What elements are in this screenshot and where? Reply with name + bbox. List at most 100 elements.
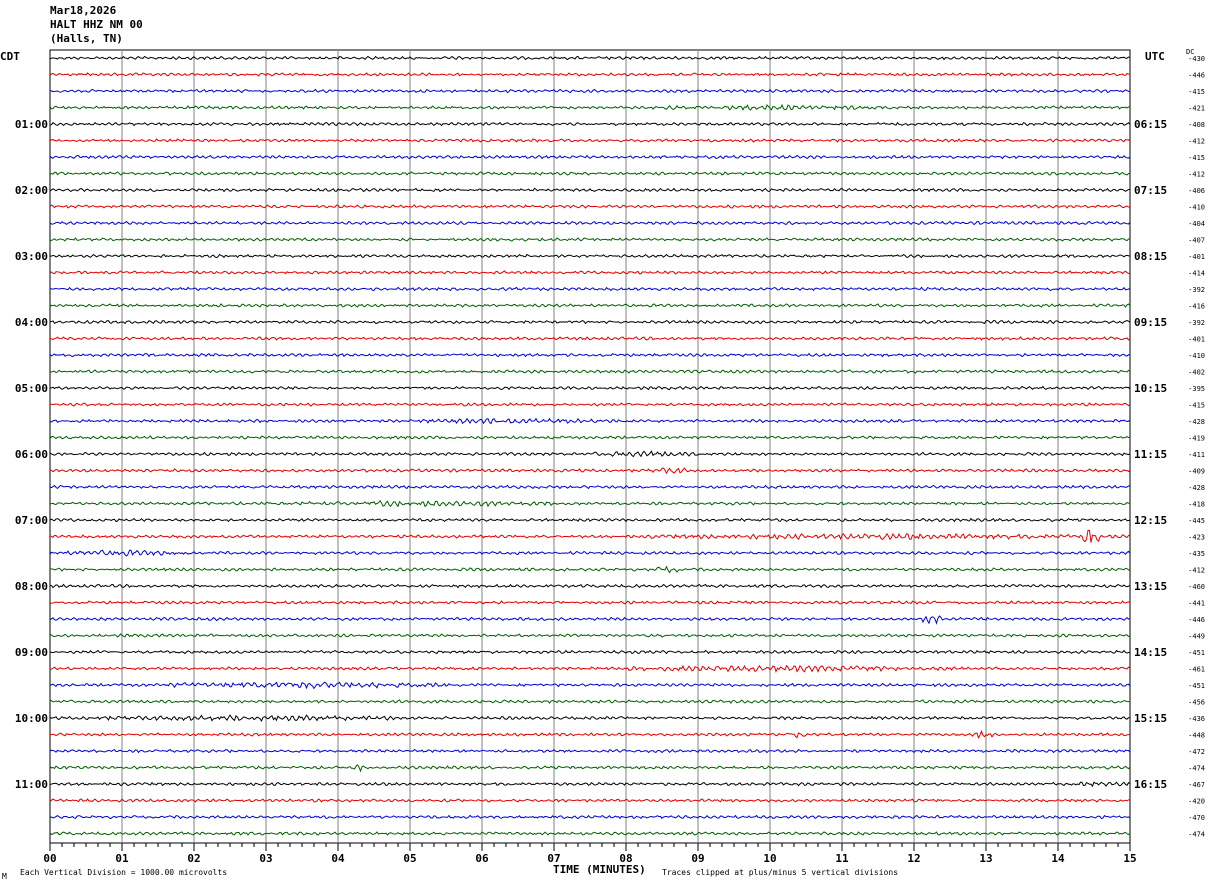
dc-offset-label: -428 bbox=[1188, 484, 1205, 492]
dc-offset-label: -451 bbox=[1188, 682, 1205, 690]
trace-line bbox=[49, 529, 1131, 543]
trace-line bbox=[49, 385, 1131, 391]
right-time-label: 10:15 bbox=[1134, 382, 1167, 395]
x-tick-label: 13 bbox=[979, 852, 992, 865]
x-tick-label: 15 bbox=[1123, 852, 1136, 865]
dc-offset-label: -407 bbox=[1188, 237, 1205, 245]
dc-offset-label: -392 bbox=[1188, 286, 1205, 294]
trace-line bbox=[49, 831, 1131, 836]
right-time-label: 13:15 bbox=[1134, 580, 1167, 593]
trace-line bbox=[49, 72, 1131, 77]
left-time-label: 04:00 bbox=[15, 316, 48, 329]
trace-line bbox=[49, 303, 1131, 308]
dc-offset-label: -404 bbox=[1188, 220, 1205, 228]
header-date: Mar18,2026 bbox=[50, 4, 117, 17]
dc-offset-label: -412 bbox=[1188, 138, 1205, 146]
left-zone-label: CDT bbox=[0, 50, 20, 63]
trace-line bbox=[49, 549, 1131, 557]
trace-line bbox=[49, 729, 1131, 739]
trace-line bbox=[49, 369, 1131, 374]
trace-line bbox=[49, 237, 1131, 242]
trace-line bbox=[49, 517, 1131, 523]
dc-offset-label: -460 bbox=[1188, 583, 1205, 591]
dc-offset-label: -470 bbox=[1188, 814, 1205, 822]
x-tick-label: 06 bbox=[475, 852, 489, 865]
trace-line bbox=[49, 649, 1131, 655]
left-time-label: 06:00 bbox=[15, 448, 48, 461]
trace-line bbox=[49, 138, 1131, 143]
trace-line bbox=[49, 352, 1131, 358]
right-time-label: 16:15 bbox=[1134, 778, 1167, 791]
dc-offset-label: -472 bbox=[1188, 748, 1205, 756]
left-time-label: 08:00 bbox=[15, 580, 48, 593]
right-zone-label: UTC bbox=[1145, 50, 1165, 63]
dc-offset-label: -419 bbox=[1188, 435, 1205, 443]
dc-offset-label: -409 bbox=[1188, 468, 1205, 476]
trace-line bbox=[49, 499, 1131, 508]
dc-offset-label: -392 bbox=[1188, 319, 1205, 327]
dc-offset-label: -410 bbox=[1188, 204, 1205, 212]
dc-offset-label: -420 bbox=[1188, 798, 1205, 806]
dc-offset-label: -416 bbox=[1188, 303, 1205, 311]
dc-offset-label: -446 bbox=[1188, 616, 1205, 624]
trace-line bbox=[49, 402, 1131, 407]
dc-offset-label: -410 bbox=[1188, 352, 1205, 360]
trace-line bbox=[49, 798, 1131, 803]
dc-offset-label: -428 bbox=[1188, 418, 1205, 426]
trace-line bbox=[49, 565, 1131, 574]
right-time-label: 12:15 bbox=[1134, 514, 1167, 527]
right-time-label: 14:15 bbox=[1134, 646, 1167, 659]
x-tick-label: 00 bbox=[43, 852, 56, 865]
trace-line bbox=[49, 781, 1131, 788]
dc-offset-label: -436 bbox=[1188, 715, 1205, 723]
x-tick-label: 08 bbox=[619, 852, 632, 865]
trace-line bbox=[49, 103, 1131, 111]
x-tick-label: 12 bbox=[907, 852, 920, 865]
x-tick-label: 02 bbox=[187, 852, 200, 865]
left-time-label: 02:00 bbox=[15, 184, 48, 197]
trace-line bbox=[49, 748, 1131, 754]
header-station: HALT HHZ NM 00 bbox=[50, 18, 143, 31]
dc-offset-label: -402 bbox=[1188, 369, 1205, 377]
x-tick-label: 05 bbox=[403, 852, 416, 865]
dc-offset-label: -461 bbox=[1188, 666, 1205, 674]
left-time-label: 01:00 bbox=[15, 118, 48, 131]
dc-offset-label: -401 bbox=[1188, 253, 1205, 261]
trace-line bbox=[49, 450, 1131, 458]
trace-line bbox=[49, 187, 1131, 193]
left-time-label: 03:00 bbox=[15, 250, 48, 263]
right-time-label: 09:15 bbox=[1134, 316, 1167, 329]
dc-offset-label: -441 bbox=[1188, 600, 1205, 608]
dc-offset-label: -406 bbox=[1188, 187, 1205, 195]
right-time-label: 15:15 bbox=[1134, 712, 1167, 725]
x-axis-title: TIME (MINUTES) bbox=[553, 863, 646, 876]
right-time-label: 11:15 bbox=[1134, 448, 1167, 461]
trace-line bbox=[49, 55, 1131, 61]
right-time-label: 08:15 bbox=[1134, 250, 1167, 263]
x-tick-label: 01 bbox=[115, 852, 129, 865]
plot-frame bbox=[49, 49, 1131, 844]
dc-offset-label: -451 bbox=[1188, 649, 1205, 657]
x-tick-label: 03 bbox=[259, 852, 272, 865]
trace-line bbox=[49, 417, 1131, 425]
dc-offset-label: -408 bbox=[1188, 121, 1205, 129]
left-time-label: 10:00 bbox=[15, 712, 48, 725]
dc-offset-label: -435 bbox=[1188, 550, 1205, 558]
dc-offset-label: -415 bbox=[1188, 88, 1205, 96]
trace-line bbox=[49, 583, 1131, 589]
trace-line bbox=[49, 336, 1131, 341]
trace-line bbox=[49, 220, 1131, 226]
x-tick-label: 09 bbox=[691, 852, 704, 865]
trace-line bbox=[49, 204, 1131, 209]
trace-line bbox=[49, 171, 1131, 176]
dc-offset-label: -415 bbox=[1188, 402, 1205, 410]
clip-note: Traces clipped at plus/minus 5 vertical … bbox=[662, 868, 899, 877]
trace-line bbox=[49, 154, 1131, 160]
dc-offset-label: -418 bbox=[1188, 501, 1205, 509]
dc-offset-label: -412 bbox=[1188, 171, 1205, 179]
trace-line bbox=[49, 286, 1131, 292]
dc-label: DC bbox=[1186, 48, 1195, 56]
left-time-label: 05:00 bbox=[15, 382, 48, 395]
right-time-label: 07:15 bbox=[1134, 184, 1167, 197]
right-time-label: 06:15 bbox=[1134, 118, 1167, 131]
